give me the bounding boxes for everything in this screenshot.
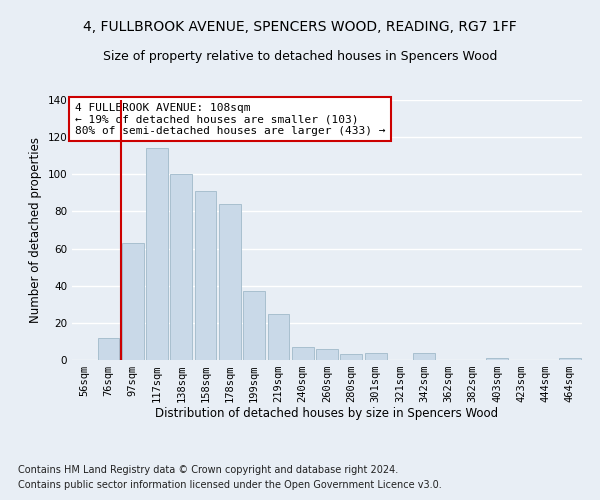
Bar xyxy=(413,352,435,360)
Text: Contains public sector information licensed under the Open Government Licence v3: Contains public sector information licen… xyxy=(18,480,442,490)
Text: 4, FULLBROOK AVENUE, SPENCERS WOOD, READING, RG7 1FF: 4, FULLBROOK AVENUE, SPENCERS WOOD, READ… xyxy=(83,20,517,34)
Bar xyxy=(559,358,581,360)
Y-axis label: Number of detached properties: Number of detached properties xyxy=(29,137,42,323)
Text: Distribution of detached houses by size in Spencers Wood: Distribution of detached houses by size … xyxy=(155,408,499,420)
Bar xyxy=(122,243,143,360)
Bar xyxy=(268,314,289,360)
Bar xyxy=(170,174,192,360)
Text: Size of property relative to detached houses in Spencers Wood: Size of property relative to detached ho… xyxy=(103,50,497,63)
Text: Contains HM Land Registry data © Crown copyright and database right 2024.: Contains HM Land Registry data © Crown c… xyxy=(18,465,398,475)
Bar xyxy=(146,148,168,360)
Bar xyxy=(316,349,338,360)
Bar xyxy=(292,347,314,360)
Bar xyxy=(365,352,386,360)
Bar xyxy=(486,358,508,360)
Bar xyxy=(340,354,362,360)
Bar xyxy=(97,338,119,360)
Bar xyxy=(194,191,217,360)
Bar xyxy=(219,204,241,360)
Text: 4 FULLBROOK AVENUE: 108sqm
← 19% of detached houses are smaller (103)
80% of sem: 4 FULLBROOK AVENUE: 108sqm ← 19% of deta… xyxy=(74,102,385,136)
Bar xyxy=(243,292,265,360)
